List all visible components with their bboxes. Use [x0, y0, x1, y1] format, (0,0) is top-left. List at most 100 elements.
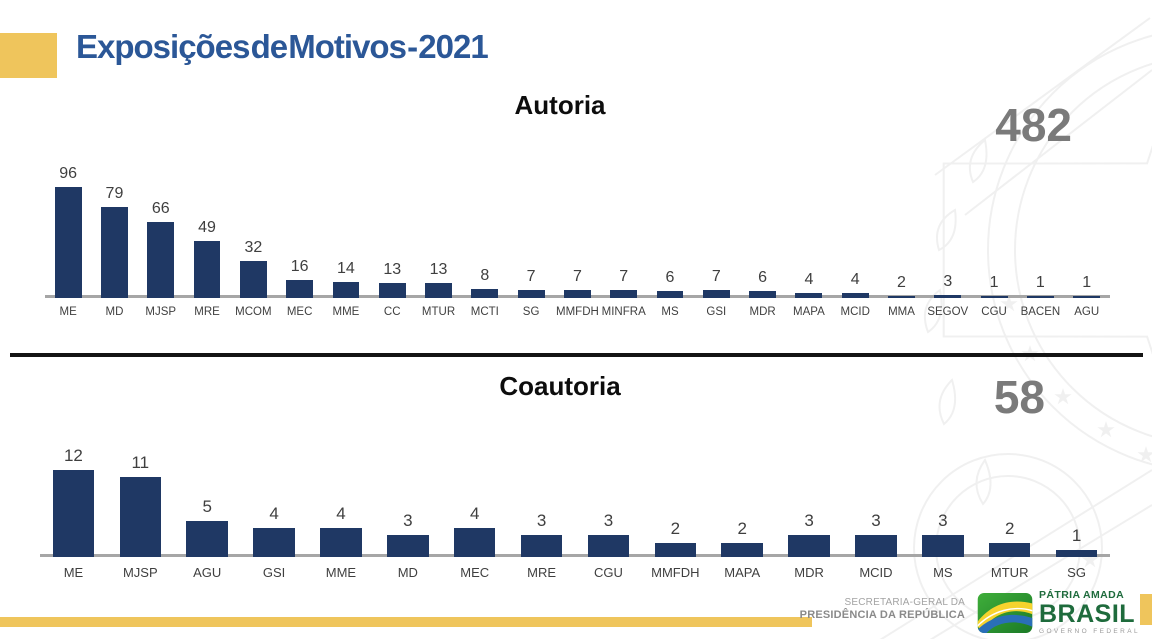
bar-column: 4 GSI — [241, 445, 308, 582]
bar-value-label: 3 — [938, 511, 948, 531]
bar-value-label: 7 — [619, 267, 629, 285]
bar-value-label: 14 — [337, 259, 355, 277]
bar — [1055, 549, 1098, 557]
footer-yellow-bar — [0, 617, 812, 627]
bar-column: 16 MEC — [276, 160, 322, 322]
bar — [702, 289, 730, 298]
bar-chart-coautoria: 12 ME 11 MJSP 5 AGU 4 GSI 4 MME 3 MD 4 MEC 3 MRE 3 CGU 2 MM… — [40, 445, 1110, 582]
bar — [101, 206, 128, 298]
bar-value-label: 96 — [59, 165, 78, 182]
bar-value-label: 1 — [1035, 274, 1045, 291]
chart-title-autoria: Autoria — [514, 90, 606, 120]
bar — [855, 535, 897, 557]
bar-value-label: 3 — [403, 511, 413, 531]
bar-chart-autoria: 96 ME 79 MD 66 MJSP 49 MRE 32 MCOM 16 MEC 14 MME 13 CC 1… — [45, 160, 1110, 322]
bar-value-label: 13 — [383, 260, 402, 278]
bar-category-label: AGU — [193, 565, 222, 580]
bar-category-label: MMFDH — [556, 306, 599, 318]
bar-category-label: MEC — [286, 306, 313, 318]
bar-column: 2 MTUR — [976, 445, 1043, 582]
bar — [517, 289, 545, 298]
bar-value-label: 32 — [244, 239, 263, 256]
bar-value-label: 2 — [670, 518, 681, 538]
bar — [656, 291, 684, 298]
bar-value-label: 79 — [105, 184, 124, 202]
bar-value-label: 16 — [290, 257, 309, 275]
bar-category-label: MS — [933, 565, 953, 580]
bar-column: 7 GSI — [693, 160, 739, 322]
brand-patria-amada: PÁTRIA AMADA — [1039, 589, 1125, 601]
bar-value-label: 11 — [131, 453, 150, 473]
bar-value-label: 5 — [202, 496, 212, 516]
bar — [610, 289, 638, 298]
bar-category-label: MAPA — [793, 306, 825, 318]
bar-value-label: 13 — [429, 260, 448, 278]
bar-column: 3 MDR — [776, 445, 843, 582]
bar-column: 1 AGU — [1064, 160, 1110, 322]
bar — [286, 279, 314, 298]
bar-value-label: 7 — [711, 267, 721, 285]
bar-column: 6 MS — [647, 160, 693, 322]
bar-value-label: 3 — [536, 511, 547, 531]
bar-column: 2 MMFDH — [642, 445, 709, 582]
chart-total-coautoria: 58 — [993, 371, 1045, 423]
bar-category-label: CC — [383, 306, 401, 318]
bar-category-label: BACEN — [1020, 306, 1061, 318]
bar-value-label: 4 — [469, 504, 480, 523]
bar — [654, 542, 697, 557]
brazil-flag-icon — [977, 592, 1033, 633]
bar-value-label: 3 — [943, 272, 953, 290]
bar-value-label: 7 — [526, 267, 536, 285]
bar-column: 32 MCOM — [230, 160, 276, 322]
brand-brasil: BRASIL — [1039, 599, 1136, 628]
bar — [147, 221, 175, 298]
bar-category-label: MTUR — [421, 306, 456, 318]
bar-category-label: MMFDH — [651, 565, 700, 580]
bar-column: 3 MRE — [508, 445, 575, 582]
bar-category-label: SG — [1067, 565, 1086, 580]
bar — [453, 528, 496, 557]
bar-category-label: AGU — [1074, 306, 1100, 318]
bar-category-label: MEC — [460, 565, 490, 580]
bar-column: 4 MME — [308, 445, 375, 582]
bar-column: 7 MMFDH — [554, 160, 600, 322]
bar-value-label: 2 — [897, 273, 906, 291]
bar — [320, 528, 362, 557]
bar-value-label: 6 — [665, 269, 675, 287]
bar — [563, 289, 591, 298]
bar-category-label: MDR — [794, 565, 824, 580]
bar — [54, 187, 82, 298]
bar-value-label: 3 — [603, 511, 614, 531]
bar-category-label: MCID — [840, 306, 870, 318]
bar-column: 13 MTUR — [415, 160, 461, 322]
bar-value-label: 4 — [269, 504, 279, 523]
bar-column: 7 MINFRA — [601, 160, 647, 322]
bar-column: 3 CGU — [575, 445, 642, 582]
bar — [332, 281, 360, 298]
bar-category-label: MINFRA — [601, 306, 646, 318]
bar-category-label: ME — [59, 306, 77, 318]
bar — [841, 293, 869, 298]
chart-total-autoria: 482 — [995, 99, 1072, 151]
footer-organization: SECRETARIA-GERAL DA PRESIDÊNCIA DA REPÚB… — [800, 597, 965, 622]
bar-column: 3 MD — [374, 445, 441, 582]
bar-category-label: SG — [522, 306, 540, 318]
bar — [520, 535, 563, 557]
bar-column: 4 MAPA — [786, 160, 832, 322]
bar — [193, 241, 221, 298]
bar-category-label: MMA — [888, 306, 915, 318]
bar-category-label: MCOM — [235, 306, 272, 318]
bar-category-label: MS — [661, 306, 679, 318]
bar — [425, 282, 452, 298]
bar — [721, 542, 763, 557]
bar — [52, 470, 95, 557]
bar — [239, 261, 267, 298]
bar-column: 2 MMA — [878, 160, 924, 322]
bar — [749, 291, 777, 298]
bar-column: 4 MEC — [441, 445, 508, 582]
bar-value-label: 4 — [336, 504, 346, 523]
section-divider-line — [10, 353, 1143, 357]
bar — [795, 293, 823, 298]
bar-value-label: 3 — [804, 511, 814, 531]
bar — [186, 520, 228, 557]
